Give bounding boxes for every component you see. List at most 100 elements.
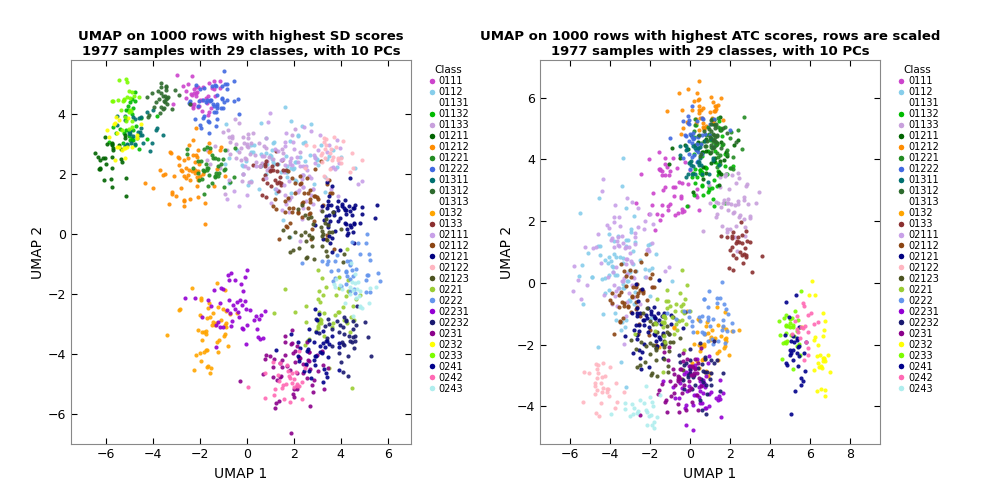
Point	[292, 162, 308, 170]
Point	[211, 172, 227, 180]
Point	[737, 223, 753, 231]
Point	[616, 388, 632, 396]
Point	[344, 149, 360, 157]
Point	[329, 317, 345, 325]
Point	[585, 273, 601, 281]
Point	[342, 329, 358, 337]
Point	[691, 339, 708, 347]
Point	[655, 312, 671, 320]
Point	[307, 329, 324, 337]
Point	[297, 162, 313, 170]
Y-axis label: UMAP 2: UMAP 2	[30, 225, 44, 279]
Legend: 0111, 0112, 01131, 01132, 01133, 01211, 01212, 01221, 01222, 01311, 01312, 01313: 0111, 0112, 01131, 01132, 01133, 01211, …	[427, 66, 470, 394]
Point	[712, 151, 728, 159]
Point	[681, 159, 698, 167]
Point	[121, 108, 137, 116]
Point	[155, 105, 171, 113]
Point	[702, 369, 718, 377]
Point	[648, 328, 664, 336]
Point	[690, 364, 707, 372]
Point	[275, 168, 291, 176]
Point	[215, 128, 231, 136]
Point	[707, 147, 723, 155]
Point	[336, 313, 352, 321]
Point	[283, 154, 299, 162]
Point	[293, 179, 309, 187]
Point	[651, 333, 667, 341]
Point	[326, 280, 342, 288]
Point	[679, 145, 696, 153]
Point	[674, 306, 690, 314]
Point	[589, 360, 605, 368]
Point	[271, 377, 287, 385]
Point	[648, 320, 664, 328]
Point	[639, 421, 655, 429]
Point	[343, 283, 359, 291]
Point	[305, 388, 322, 396]
Point	[190, 153, 206, 161]
Point	[287, 347, 303, 355]
Point	[655, 377, 671, 385]
Point	[694, 382, 710, 390]
Point	[665, 389, 681, 397]
Point	[326, 153, 342, 161]
Point	[611, 291, 627, 299]
Point	[164, 190, 180, 198]
Point	[705, 130, 721, 138]
Point	[316, 339, 332, 347]
Point	[686, 133, 703, 141]
Point	[706, 107, 722, 115]
Point	[664, 277, 680, 285]
Point	[589, 365, 605, 373]
Point	[678, 146, 695, 154]
Point	[218, 120, 234, 129]
Point	[628, 321, 644, 329]
Point	[313, 232, 330, 240]
Point	[661, 171, 677, 179]
Point	[331, 159, 347, 167]
Point	[225, 301, 241, 309]
Point	[712, 180, 728, 188]
Point	[702, 181, 718, 189]
Point	[733, 217, 749, 225]
Point	[785, 346, 801, 354]
Point	[109, 130, 125, 138]
Point	[216, 332, 232, 340]
Point	[644, 264, 660, 272]
Point	[295, 171, 311, 179]
Point	[329, 163, 345, 171]
Point	[324, 342, 340, 350]
Point	[616, 267, 632, 275]
Point	[272, 172, 288, 180]
Point	[641, 155, 657, 163]
Point	[199, 146, 215, 154]
Point	[274, 145, 290, 153]
Point	[708, 133, 724, 141]
Point	[104, 164, 120, 172]
Point	[264, 146, 280, 154]
Point	[181, 99, 198, 107]
Point	[675, 346, 691, 354]
Point	[296, 341, 312, 349]
Point	[219, 305, 235, 313]
Point	[291, 237, 307, 245]
Point	[215, 304, 231, 312]
Point	[691, 169, 708, 177]
Point	[782, 319, 798, 327]
Point	[231, 110, 247, 118]
Point	[171, 161, 187, 169]
Point	[778, 322, 794, 330]
Point	[668, 326, 684, 334]
Point	[150, 87, 166, 95]
Point	[212, 146, 228, 154]
Point	[119, 143, 135, 151]
Point	[316, 230, 332, 238]
Point	[679, 118, 696, 127]
Point	[291, 357, 307, 365]
Point	[332, 366, 348, 374]
Point	[674, 208, 690, 216]
Point	[687, 179, 704, 187]
Point	[689, 89, 706, 97]
Point	[152, 166, 168, 174]
Point	[318, 235, 334, 243]
